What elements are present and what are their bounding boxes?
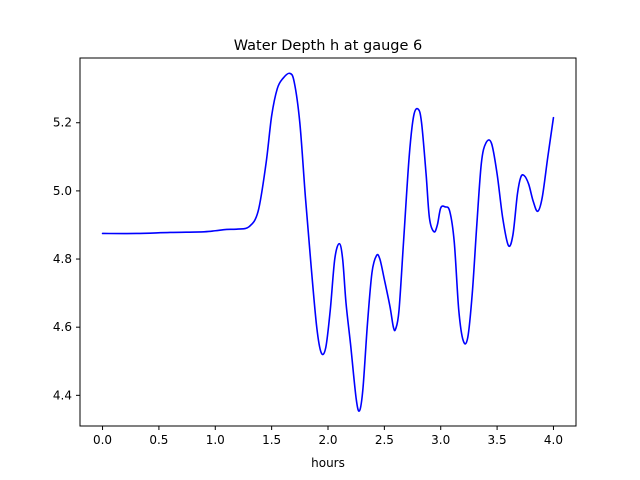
plot-area xyxy=(101,72,555,412)
x-tick-label: 1.0 xyxy=(206,433,225,447)
y-tick-label: 4.4 xyxy=(53,388,72,402)
x-axis-ticks: 0.0 0.5 1.0 1.5 2.0 2.5 3.0 3.5 4.0 xyxy=(93,426,563,447)
x-tick-label: 2.0 xyxy=(318,433,337,447)
y-tick-label: 5.2 xyxy=(53,116,72,130)
x-tick-label: 0.0 xyxy=(93,433,112,447)
x-axis-label: hours xyxy=(311,456,345,470)
y-tick-label: 4.6 xyxy=(53,320,72,334)
y-tick-label: 4.8 xyxy=(53,252,72,266)
x-tick-label: 1.5 xyxy=(262,433,281,447)
y-axis-ticks: 4.4 4.6 4.8 5.0 5.2 xyxy=(53,116,80,402)
x-tick-label: 3.5 xyxy=(488,433,507,447)
x-tick-label: 2.5 xyxy=(375,433,394,447)
chart-title: Water Depth h at gauge 6 xyxy=(234,38,422,54)
x-tick-label: 3.0 xyxy=(431,433,450,447)
x-tick-label: 4.0 xyxy=(544,433,563,447)
y-tick-label: 5.0 xyxy=(53,184,72,198)
x-tick-label: 0.5 xyxy=(149,433,168,447)
data-series-line xyxy=(101,72,555,412)
